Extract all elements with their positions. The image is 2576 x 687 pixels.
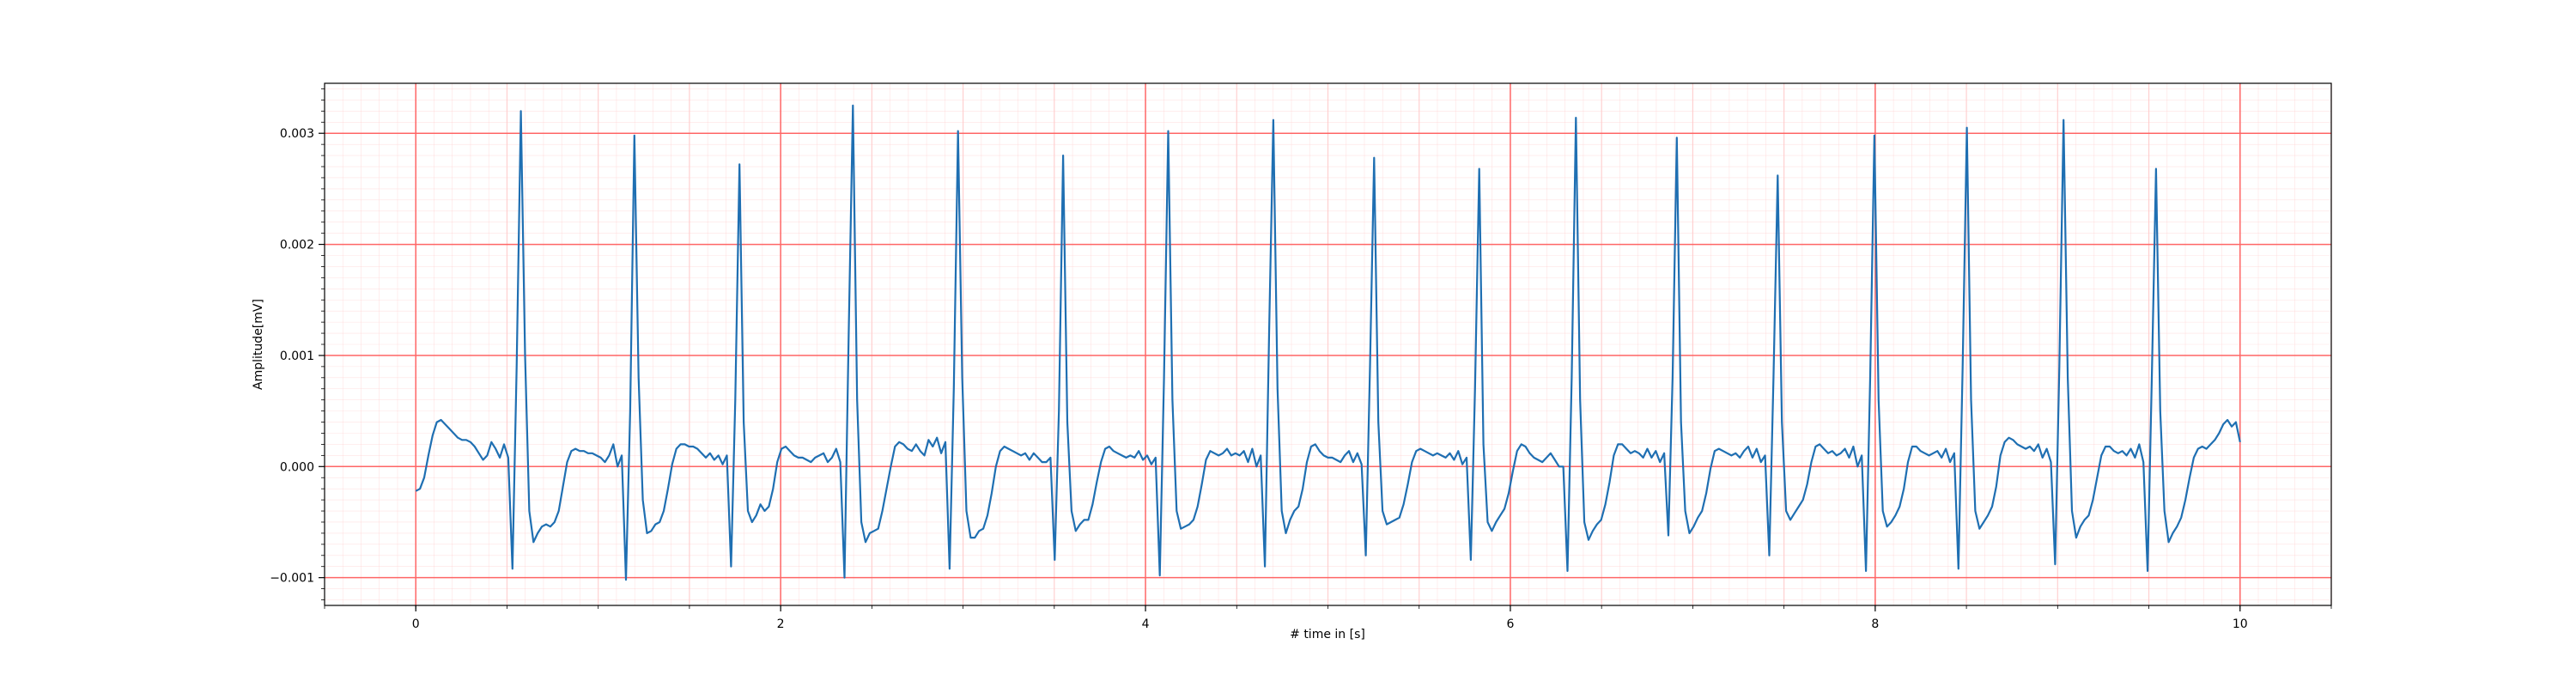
x-tick-label: 10 [2233, 617, 2248, 631]
y-tick-label: 0.002 [280, 239, 314, 252]
y-tick-label: 0.000 [280, 460, 314, 474]
x-tick-label: 2 [777, 617, 785, 631]
signal-line [415, 104, 2241, 581]
y-axis-ticks: −0.001 0.000 0.001 0.002 0.003 [270, 88, 325, 600]
x-tick-label: 4 [1142, 617, 1150, 631]
y-tick-label: 0.001 [280, 350, 314, 363]
y-tick-label: 0.003 [280, 127, 314, 141]
x-axis-label: # time in [s] [1290, 628, 1365, 641]
x-tick-label: 8 [1871, 617, 1879, 631]
x-tick-label: 0 [412, 617, 420, 631]
x-tick-label: 6 [1506, 617, 1514, 631]
x-axis-ticks: 0 2 4 6 8 10 [324, 605, 2332, 631]
y-axis-label: Amplitude[mV] [252, 299, 265, 390]
y-tick-label: −0.001 [270, 572, 314, 586]
minor-grid [325, 83, 2332, 605]
